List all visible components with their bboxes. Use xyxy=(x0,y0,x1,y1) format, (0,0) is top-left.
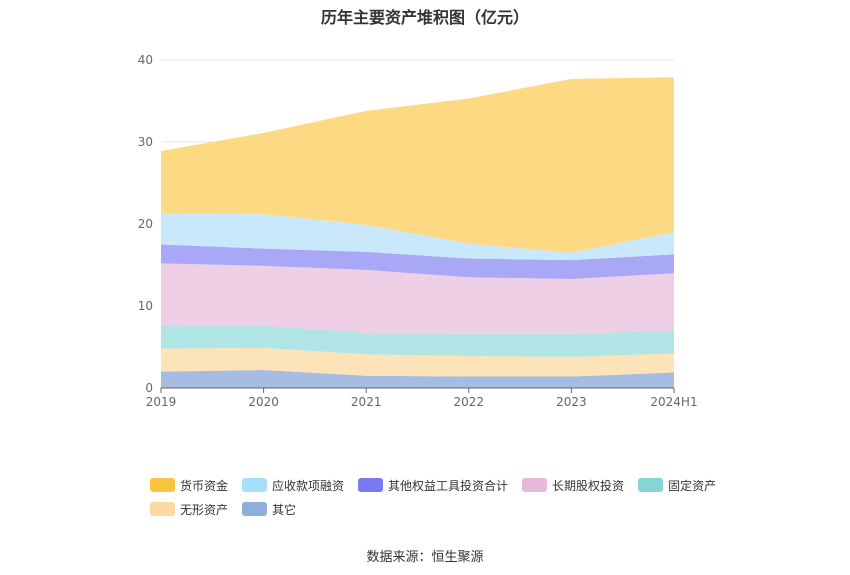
legend-swatch xyxy=(638,478,664,492)
legend-swatch xyxy=(522,478,548,492)
area-series xyxy=(161,324,674,357)
area-series xyxy=(161,244,674,279)
y-tick-label: 30 xyxy=(138,135,153,149)
legend-label: 无形资产 xyxy=(180,502,229,517)
x-tick-label: 2024H1 xyxy=(650,395,697,409)
legend-swatch xyxy=(358,478,384,492)
legend-label: 固定资产 xyxy=(668,478,717,493)
data-source: 数据来源：恒生聚源 xyxy=(366,550,484,565)
legend-swatch xyxy=(242,478,268,492)
x-tick-label: 2023 xyxy=(556,395,587,409)
chart-title: 历年主要资产堆积图（亿元） xyxy=(320,8,529,27)
legend-label: 货币资金 xyxy=(180,478,229,493)
y-tick-label: 20 xyxy=(138,217,153,231)
legend-label: 应收款项融资 xyxy=(272,478,345,493)
legend-swatch xyxy=(150,478,175,492)
area-series xyxy=(161,77,674,253)
legend-swatch xyxy=(150,502,175,516)
legend-swatch xyxy=(242,502,268,516)
y-tick-label: 0 xyxy=(145,381,153,395)
y-tick-label: 40 xyxy=(138,53,153,67)
legend-item-intangible-assets[interactable]: 无形资产 xyxy=(150,501,228,518)
x-tick-label: 2021 xyxy=(351,395,382,409)
legend-label: 长期股权投资 xyxy=(552,478,625,493)
legend-label: 其它 xyxy=(272,502,297,517)
legend-item-receivables-financing[interactable]: 应收款项融资 xyxy=(242,477,344,494)
legend-item-other[interactable]: 其它 xyxy=(242,501,296,518)
chart-legend: 货币资金 应收款项融资 其他权益工具投资合计 长期股权投资 固定资产 无形资产 … xyxy=(150,473,750,521)
legend-item-other-equity-investments[interactable]: 其他权益工具投资合计 xyxy=(358,477,508,494)
legend-item-cash[interactable]: 货币资金 xyxy=(150,477,228,494)
legend-item-long-term-equity[interactable]: 长期股权投资 xyxy=(522,477,624,494)
area-series xyxy=(161,213,674,261)
area-series xyxy=(161,347,674,377)
legend-item-fixed-assets[interactable]: 固定资产 xyxy=(638,477,716,494)
x-tick-label: 2019 xyxy=(146,395,177,409)
legend-label: 其他权益工具投资合计 xyxy=(388,478,509,493)
x-tick-label: 2020 xyxy=(248,395,279,409)
area-series xyxy=(161,263,674,334)
x-tick-label: 2022 xyxy=(454,395,485,409)
area-series xyxy=(161,369,674,388)
y-tick-label: 10 xyxy=(138,299,153,313)
